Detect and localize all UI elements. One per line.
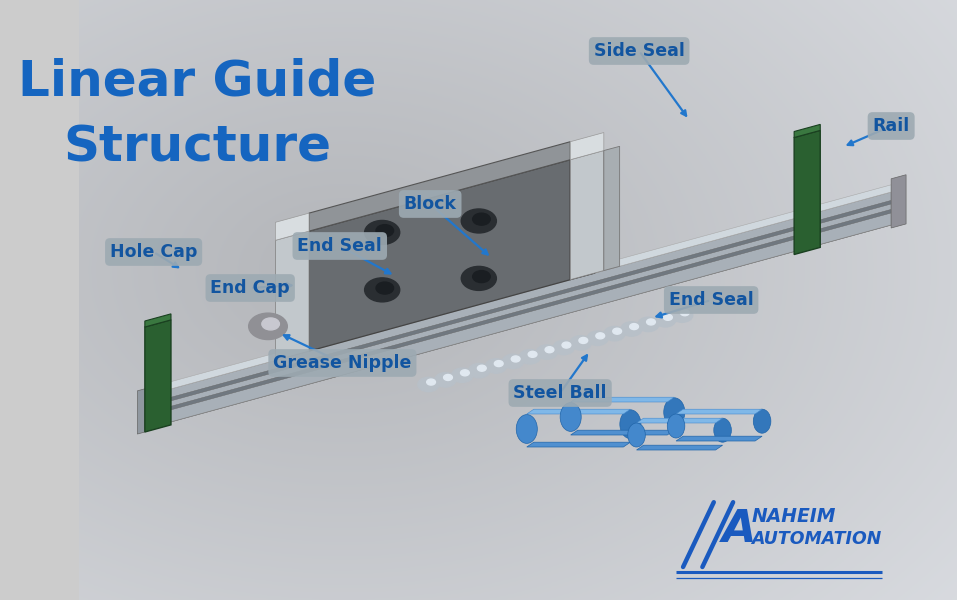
- Circle shape: [444, 374, 453, 380]
- Polygon shape: [145, 192, 891, 429]
- Circle shape: [365, 278, 400, 302]
- Circle shape: [553, 340, 574, 355]
- Circle shape: [570, 335, 591, 350]
- Polygon shape: [309, 142, 570, 231]
- Text: Grease Nipple: Grease Nipple: [273, 354, 412, 372]
- Circle shape: [672, 308, 693, 322]
- Ellipse shape: [516, 415, 537, 443]
- Polygon shape: [145, 200, 891, 408]
- Text: AUTOMATION: AUTOMATION: [751, 530, 881, 548]
- Polygon shape: [891, 175, 906, 228]
- Text: End Cap: End Cap: [211, 279, 290, 297]
- Circle shape: [630, 323, 638, 329]
- Polygon shape: [570, 430, 675, 435]
- Circle shape: [461, 209, 497, 233]
- Polygon shape: [636, 445, 723, 450]
- Ellipse shape: [628, 423, 645, 447]
- Polygon shape: [794, 130, 820, 254]
- Ellipse shape: [714, 418, 731, 442]
- Circle shape: [249, 313, 287, 340]
- Circle shape: [655, 313, 676, 327]
- Text: Block: Block: [404, 195, 456, 213]
- Text: Structure: Structure: [63, 123, 331, 171]
- Circle shape: [478, 365, 486, 371]
- Ellipse shape: [753, 409, 771, 433]
- Polygon shape: [309, 160, 570, 351]
- Circle shape: [427, 379, 435, 385]
- Polygon shape: [145, 314, 171, 327]
- Polygon shape: [676, 436, 762, 441]
- Text: NAHEIM: NAHEIM: [751, 507, 835, 526]
- Circle shape: [485, 359, 506, 373]
- Circle shape: [418, 377, 439, 392]
- Ellipse shape: [620, 410, 641, 439]
- Circle shape: [680, 310, 689, 316]
- Polygon shape: [570, 153, 595, 280]
- Text: End Seal: End Seal: [669, 291, 753, 309]
- Circle shape: [511, 356, 520, 362]
- Text: Linear Guide: Linear Guide: [18, 57, 377, 105]
- Polygon shape: [526, 442, 631, 447]
- Circle shape: [528, 352, 537, 358]
- Polygon shape: [636, 418, 723, 423]
- Circle shape: [473, 271, 490, 283]
- Polygon shape: [145, 209, 891, 417]
- Circle shape: [604, 326, 625, 341]
- Polygon shape: [145, 216, 891, 429]
- Text: Side Seal: Side Seal: [593, 42, 684, 60]
- Polygon shape: [570, 397, 675, 402]
- Text: End Seal: End Seal: [298, 237, 382, 255]
- Polygon shape: [570, 151, 604, 280]
- Circle shape: [663, 314, 673, 320]
- Polygon shape: [676, 409, 762, 414]
- Polygon shape: [604, 146, 619, 271]
- Circle shape: [621, 322, 642, 336]
- Circle shape: [469, 364, 490, 378]
- Circle shape: [612, 328, 621, 334]
- Circle shape: [536, 345, 557, 359]
- Circle shape: [596, 333, 605, 339]
- Polygon shape: [794, 124, 820, 137]
- Circle shape: [376, 224, 393, 236]
- Text: Rail: Rail: [873, 117, 910, 135]
- Circle shape: [545, 347, 554, 353]
- Circle shape: [520, 350, 541, 364]
- Polygon shape: [145, 185, 891, 396]
- Circle shape: [502, 354, 523, 368]
- Circle shape: [647, 319, 656, 325]
- Circle shape: [262, 318, 279, 330]
- Text: Hole Cap: Hole Cap: [110, 243, 197, 261]
- Ellipse shape: [664, 398, 685, 427]
- Text: A: A: [722, 508, 756, 551]
- Polygon shape: [276, 231, 309, 360]
- Polygon shape: [138, 389, 145, 434]
- Circle shape: [452, 368, 473, 382]
- Polygon shape: [145, 320, 171, 432]
- Circle shape: [562, 342, 570, 348]
- Circle shape: [460, 370, 469, 376]
- Text: Steel Ball: Steel Ball: [513, 384, 607, 402]
- Polygon shape: [570, 133, 604, 160]
- Ellipse shape: [667, 414, 685, 438]
- Circle shape: [637, 317, 658, 332]
- Circle shape: [587, 331, 608, 346]
- Circle shape: [579, 337, 588, 343]
- Circle shape: [365, 220, 400, 244]
- Circle shape: [461, 266, 497, 290]
- Circle shape: [376, 282, 393, 294]
- Polygon shape: [526, 409, 631, 414]
- Ellipse shape: [560, 403, 581, 431]
- Circle shape: [434, 373, 456, 387]
- Circle shape: [473, 213, 490, 225]
- Polygon shape: [276, 213, 309, 240]
- Circle shape: [495, 361, 503, 367]
